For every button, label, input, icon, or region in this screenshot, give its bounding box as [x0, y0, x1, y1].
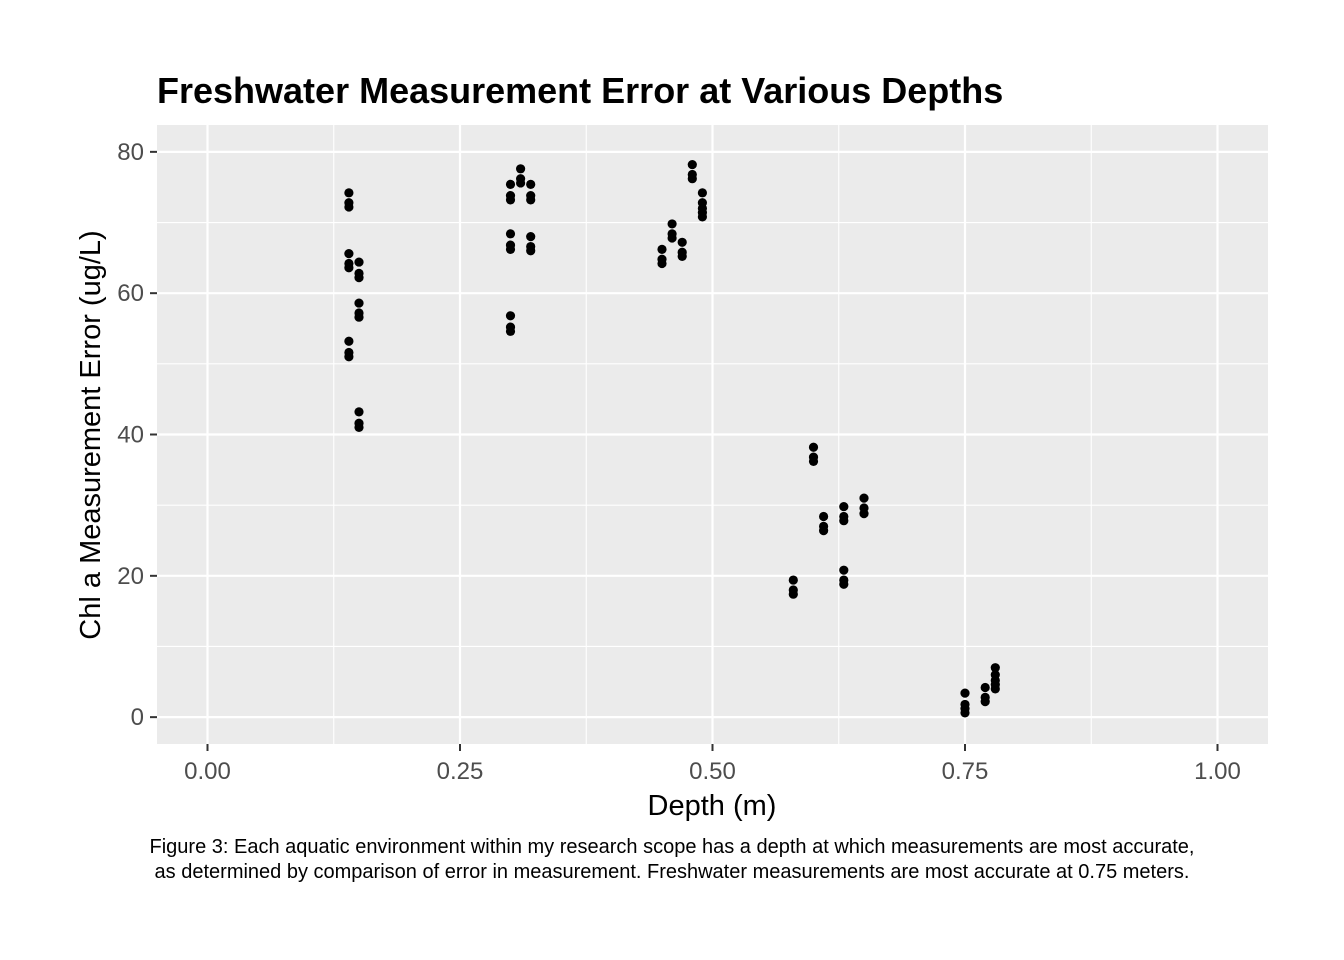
data-point: [677, 237, 687, 247]
data-point: [859, 493, 869, 503]
data-point: [505, 244, 516, 254]
data-point: [505, 179, 516, 189]
data-point: [697, 188, 708, 198]
data-point: [344, 188, 354, 198]
data-point: [344, 249, 354, 259]
x-tick-label: 1.00: [1194, 758, 1241, 785]
data-point: [516, 164, 526, 174]
data-point: [667, 219, 677, 229]
y-tick-label: 40: [117, 422, 144, 449]
data-point: [354, 257, 364, 267]
x-tick-label: 0.75: [942, 758, 989, 785]
caption-line-2: as determined by comparison of error in …: [154, 861, 1190, 883]
x-tick-label: 0.25: [437, 758, 484, 785]
data-point: [980, 682, 990, 693]
data-point: [839, 579, 849, 589]
data-point: [960, 688, 970, 698]
data-point: [344, 202, 354, 212]
data-point: [788, 575, 798, 585]
data-point: [819, 526, 829, 536]
data-point: [526, 195, 536, 205]
data-point: [344, 263, 354, 273]
data-point: [819, 511, 829, 522]
data-point: [980, 697, 990, 707]
x-axis-title: Depth (m): [648, 790, 777, 822]
y-tick-label: 60: [117, 280, 144, 307]
data-point: [657, 244, 667, 254]
data-point: [354, 407, 364, 417]
caption-line-1: Figure 3: Each aquatic environment withi…: [149, 836, 1195, 858]
data-point: [505, 195, 516, 205]
x-axis: 0.00 0.25 0.50 0.75 1.00: [184, 744, 1241, 785]
data-point: [687, 159, 697, 170]
data-point: [657, 258, 667, 269]
data-point: [505, 229, 516, 239]
data-point: [354, 273, 364, 283]
data-point: [354, 298, 364, 308]
major-gridlines: [157, 125, 1268, 744]
data-point: [344, 352, 354, 362]
data-point: [960, 708, 970, 718]
data-point: [990, 684, 1000, 694]
data-point: [839, 565, 849, 575]
y-axis: 0 20 40 60 80: [117, 139, 157, 731]
data-point: [344, 336, 354, 346]
figure-caption: Figure 3: Each aquatic environment withi…: [60, 835, 1284, 885]
data-point: [354, 422, 364, 433]
data-point: [808, 456, 819, 466]
y-tick-label: 20: [117, 563, 144, 590]
y-axis-title: Chl a Measurement Error (ug/L): [75, 230, 107, 639]
data-point: [839, 501, 849, 512]
x-tick-label: 0.50: [689, 758, 736, 785]
data-point: [526, 246, 536, 256]
data-point: [808, 442, 819, 452]
chart-title: Freshwater Measurement Error at Various …: [157, 70, 1003, 111]
data-point: [990, 663, 1000, 673]
data-points: [344, 159, 1000, 718]
data-point: [526, 232, 536, 242]
data-point: [788, 589, 798, 599]
y-tick-label: 0: [131, 704, 144, 731]
data-point: [697, 212, 708, 222]
data-point: [505, 311, 516, 321]
x-tick-label: 0.00: [184, 758, 231, 785]
data-point: [505, 326, 516, 336]
y-tick-label: 80: [117, 139, 144, 166]
scatter-chart: Freshwater Measurement Error at Various …: [75, 70, 1268, 822]
data-point: [354, 312, 364, 322]
data-point: [839, 516, 849, 526]
data-point: [667, 233, 677, 243]
data-point: [516, 178, 526, 188]
data-point: [687, 174, 697, 184]
data-point: [526, 179, 536, 189]
data-point: [677, 251, 687, 262]
data-point: [859, 509, 869, 519]
